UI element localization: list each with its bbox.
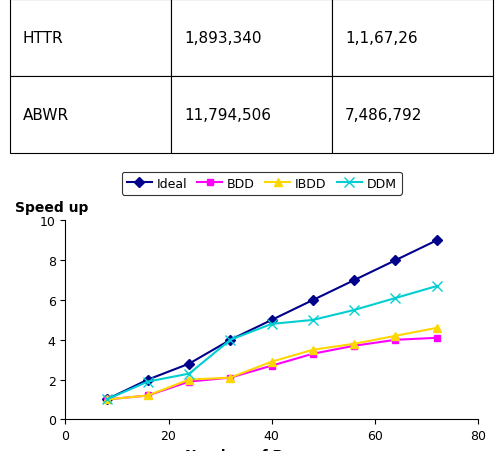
DDM [104, 397, 110, 402]
Line: DDM: DDM [102, 281, 442, 405]
IBDD [310, 347, 316, 353]
BDD [310, 351, 316, 357]
X-axis label: Number of Processors: Number of Processors [185, 448, 358, 451]
Ideal [392, 258, 398, 263]
Line: BDD: BDD [103, 335, 440, 403]
Ideal [434, 238, 440, 244]
IBDD [145, 393, 151, 398]
IBDD [434, 326, 440, 331]
BDD [186, 379, 192, 384]
Ideal [227, 337, 233, 343]
DDM [269, 322, 275, 327]
BDD [351, 343, 357, 349]
IBDD [186, 377, 192, 382]
BDD [392, 337, 398, 343]
DDM [434, 284, 440, 289]
Ideal [310, 298, 316, 303]
IBDD [227, 375, 233, 381]
IBDD [351, 341, 357, 347]
Ideal [145, 377, 151, 382]
Ideal [269, 318, 275, 323]
IBDD [269, 359, 275, 364]
BDD [145, 393, 151, 398]
Ideal [186, 361, 192, 367]
BDD [269, 363, 275, 368]
Legend: Ideal, BDD, IBDD, DDM: Ideal, BDD, IBDD, DDM [122, 172, 401, 195]
Ideal [104, 397, 110, 402]
Text: Speed up: Speed up [15, 200, 89, 214]
DDM [392, 296, 398, 301]
BDD [227, 375, 233, 381]
DDM [186, 371, 192, 377]
IBDD [392, 333, 398, 339]
Ideal [351, 278, 357, 283]
DDM [351, 308, 357, 313]
Line: IBDD: IBDD [103, 324, 441, 404]
BDD [104, 397, 110, 402]
Line: Ideal: Ideal [103, 237, 440, 403]
IBDD [104, 397, 110, 402]
BDD [434, 336, 440, 341]
DDM [227, 337, 233, 343]
DDM [310, 318, 316, 323]
DDM [145, 379, 151, 384]
